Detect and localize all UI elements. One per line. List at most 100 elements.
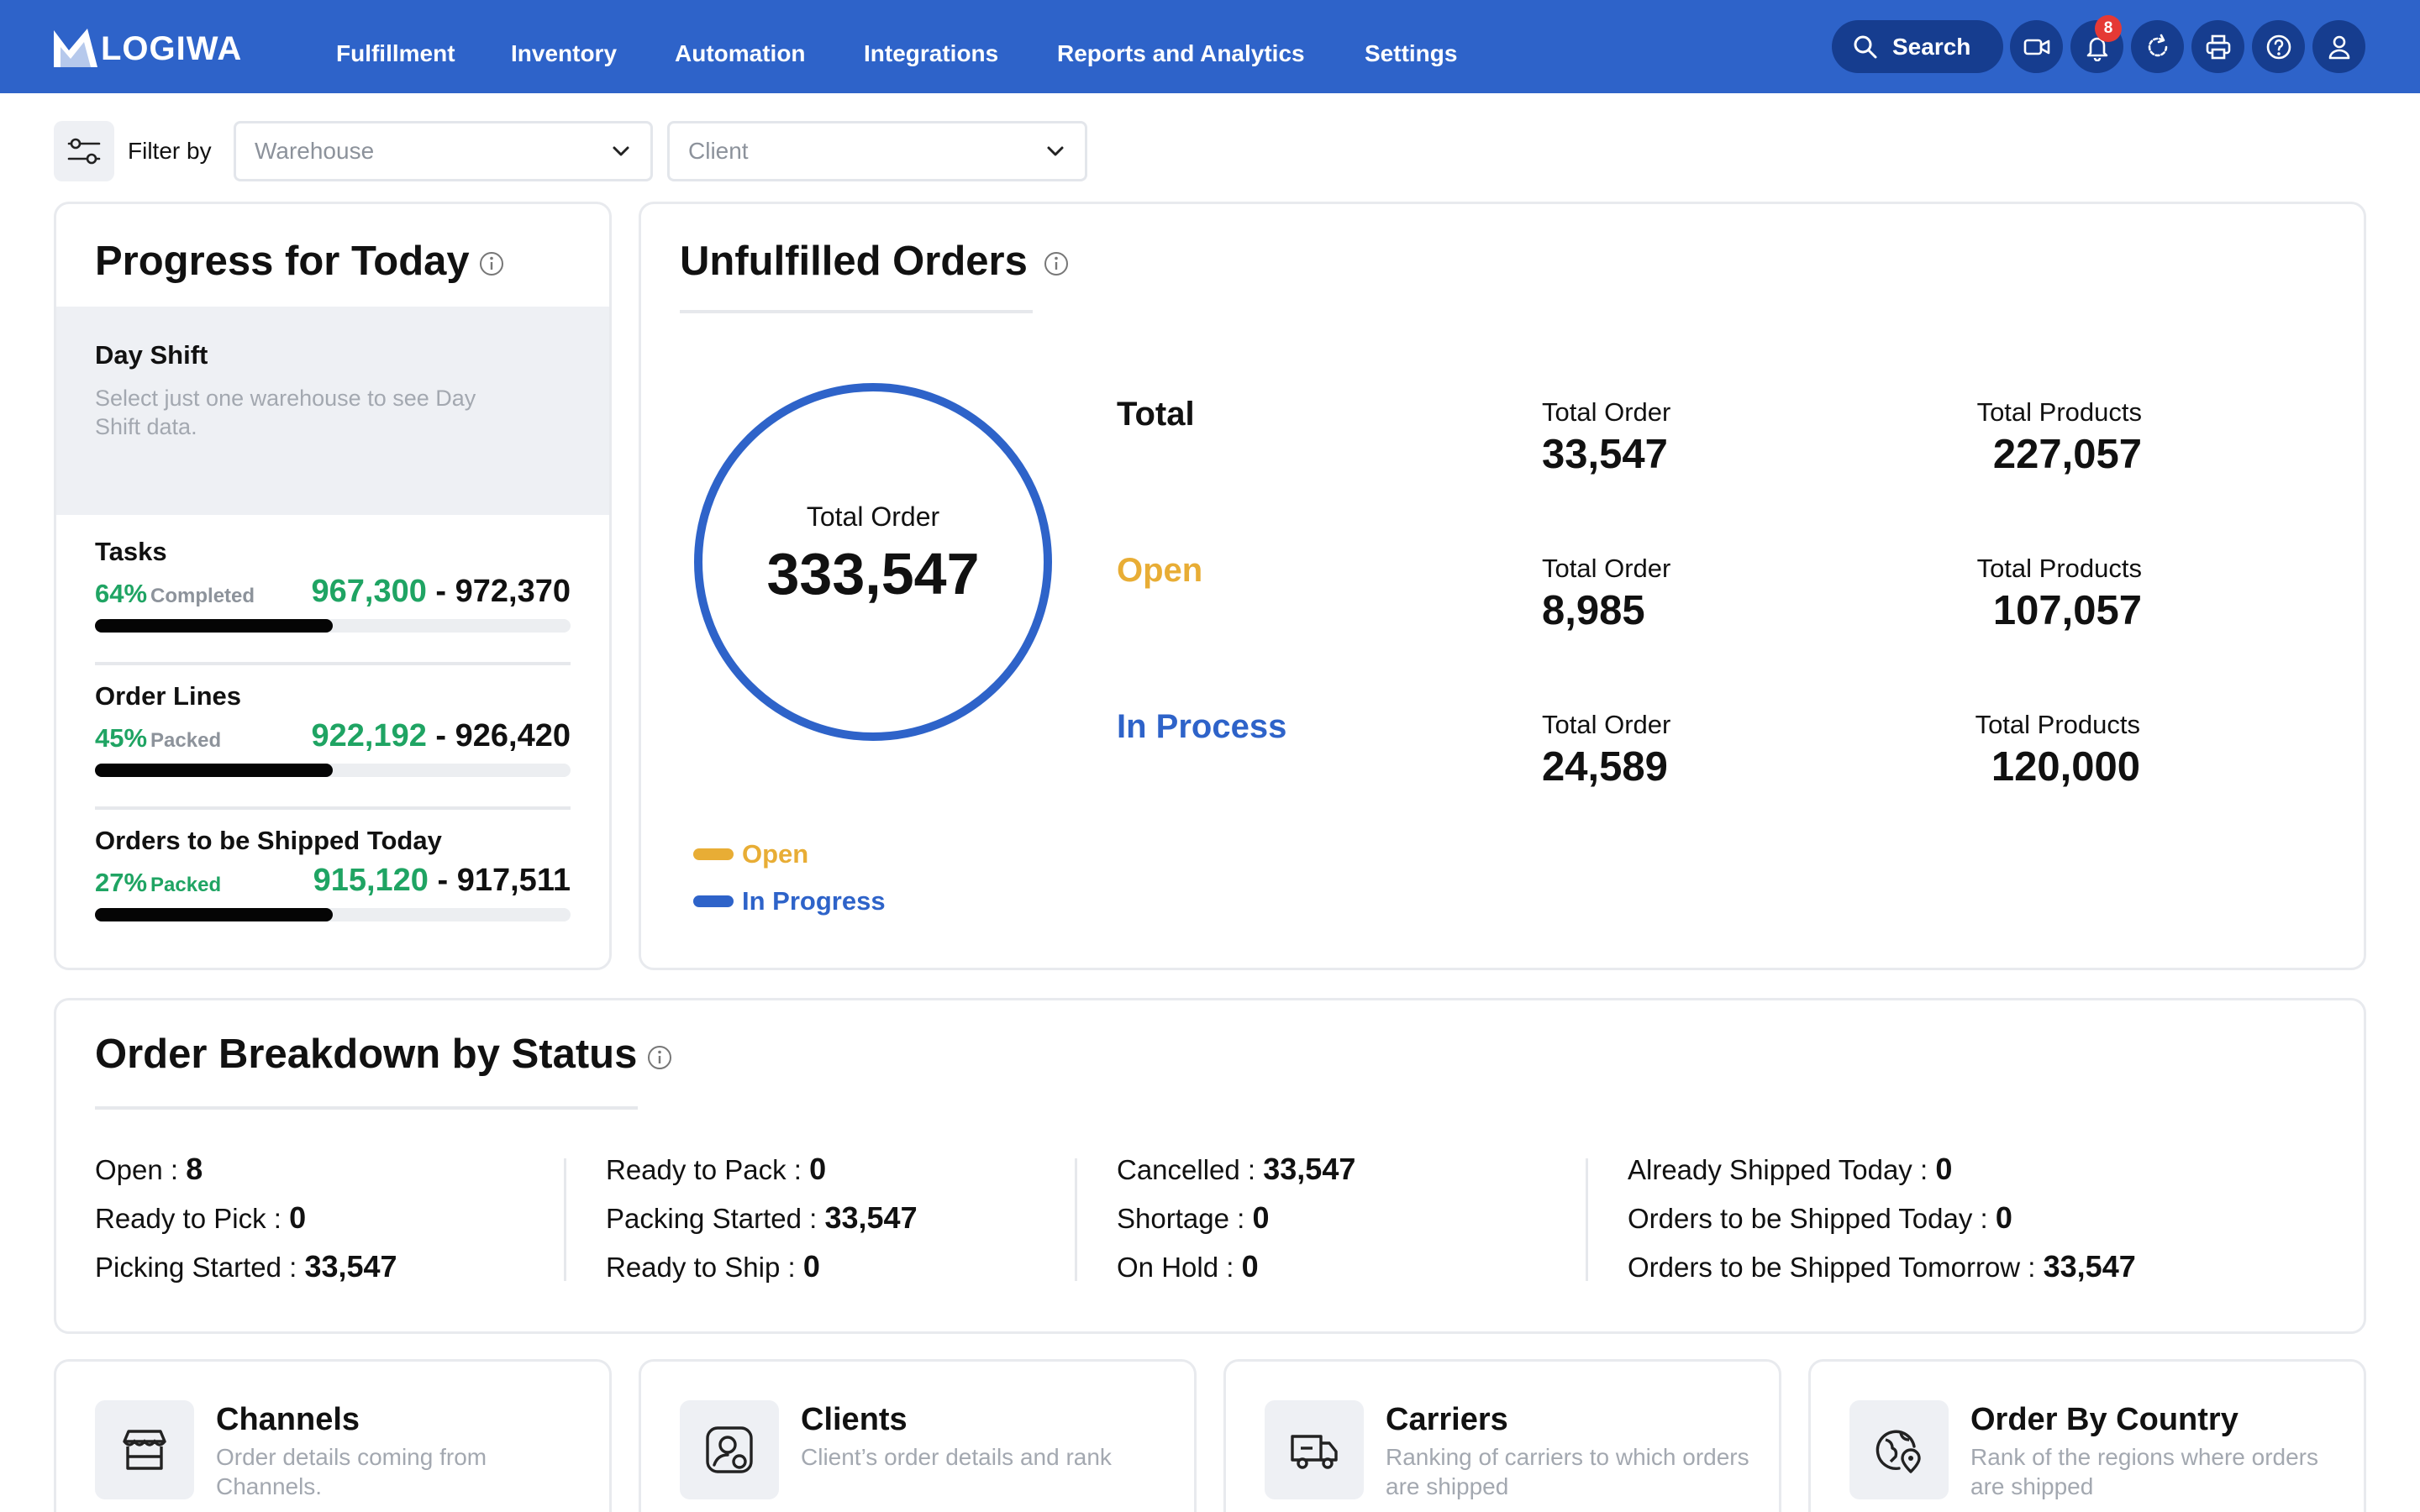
filter-label: Filter by [128,138,212,164]
in-process-products-value: 120,000 [1991,744,2140,790]
status-label: Cancelled : [1117,1154,1264,1185]
video-button[interactable] [2010,20,2063,73]
title-underline [680,310,1033,313]
help-button[interactable] [2252,20,2305,73]
status-value: 0 [809,1152,827,1186]
notification-count-badge: 8 [2095,15,2122,42]
orders-shipped-today-metric: Orders to be Shipped Today 27% Packed 915… [95,826,571,927]
info-icon[interactable] [646,1044,673,1071]
status-label: Ready to Ship : [606,1252,803,1283]
clients-card[interactable]: Clients Client’s order details and rank [639,1359,1197,1512]
order-by-country-card[interactable]: Order By Country Rank of the regions whe… [1808,1359,2366,1512]
channels-card[interactable]: Channels Order details coming from Chann… [54,1359,612,1512]
divider [95,806,571,810]
status-packing-started: Packing Started : 33,547 [606,1200,918,1236]
in-process-order-value: 24,589 [1542,744,1668,790]
print-button[interactable] [2191,20,2244,73]
total-order-value: 33,547 [1542,432,1668,477]
metric-done-value: 922,192 [311,718,427,753]
globe-pin-icon [1876,1430,1921,1473]
order-lines-metric: Order Lines 45% Packed 922,192 - 926,420 [95,681,571,782]
filter-sliders-icon [67,138,101,165]
carriers-card[interactable]: Carriers Ranking of carriers to which or… [1223,1359,1781,1512]
metric-percent-label: Packed [150,729,222,752]
card-title: Clients [801,1402,908,1437]
video-camera-icon [2023,39,2049,55]
column-divider [1075,1158,1077,1281]
filter-toggle-button[interactable] [54,121,114,181]
client-select[interactable]: Client [667,121,1087,181]
search-button[interactable]: Search [1832,20,2003,73]
nav-item-fulfillment[interactable]: Fulfillment [336,40,455,66]
client-icon [706,1426,753,1473]
info-icon[interactable] [1043,250,1070,277]
status-value: 33,547 [1263,1152,1356,1186]
legend-swatch [693,848,734,860]
metric-title: Order Lines [95,681,241,711]
logiwa-logo[interactable]: LOGIWA [52,25,242,72]
progress-bar-fill [95,908,333,921]
nav-item-inventory[interactable]: Inventory [511,40,618,66]
column-divider [1586,1158,1588,1281]
metric-percent: 27% Packed [95,868,221,898]
tasks-metric: Tasks 64% Completed 967,300 - 972,370 [95,537,571,638]
nav-item-settings[interactable]: Settings [1365,40,1458,66]
user-icon [2328,35,2349,59]
notifications-button[interactable]: 8 [2070,15,2123,73]
total-products-value: 227,057 [1992,432,2142,477]
status-shortage: Shortage : 0 [1117,1200,1269,1236]
total-order-label: Total Order [1542,397,1671,427]
status-value: 0 [1241,1249,1259,1284]
metric-percent-value: 45% [95,723,148,753]
status-label: Orders to be Shipped Tomorrow : [1628,1252,2044,1283]
legend-item-open[interactable]: Open [693,839,808,869]
title-underline [95,1106,638,1110]
nav-item-automation[interactable]: Automation [675,40,806,66]
carriers-icon-tile [1265,1400,1364,1499]
progress-for-today-card: Progress for Today Day Shift Select just… [54,202,612,970]
nav-item-reports-and-analytics[interactable]: Reports and Analytics [1057,40,1305,66]
day-shift-hint: Select just one warehouse to see Day Shi… [95,386,476,439]
card-title: Carriers [1386,1402,1508,1437]
open-order-value: 8,985 [1542,588,1645,633]
warehouse-select-placeholder: Warehouse [255,138,375,164]
profile-button[interactable] [2312,20,2365,73]
status-label: Open : [95,1154,187,1185]
logo-mark-icon [54,29,97,67]
row-label-total: Total [1117,396,1195,433]
breakdown-card-title: Order Breakdown by Status [95,1032,638,1077]
printer-icon [2206,34,2230,59]
order-breakdown-card: Order Breakdown by Status Open : 8 Ready… [54,998,2366,1334]
metric-percent-value: 64% [95,579,148,608]
status-ready-to-ship: Ready to Ship : 0 [606,1249,820,1284]
store-icon [123,1430,166,1470]
open-order-label: Total Order [1542,554,1671,583]
card-description: Client’s order details and rank [801,1444,1112,1470]
warehouse-select[interactable]: Warehouse [234,121,653,181]
legend-item-in-progress[interactable]: In Progress [693,886,886,916]
status-value: 0 [1252,1200,1270,1235]
progress-bar [95,764,571,777]
status-label: Already Shipped Today : [1628,1154,1936,1185]
refresh-icon [2148,34,2167,56]
status-label: On Hold : [1117,1252,1242,1283]
info-icon[interactable] [478,250,505,277]
status-label: Packing Started : [606,1203,825,1234]
refresh-button[interactable] [2131,20,2184,73]
ring-label: Total Order [806,501,940,532]
status-label: Ready to Pack : [606,1154,810,1185]
order-by-country-icon-tile [1849,1400,1949,1499]
status-label: Shortage : [1117,1203,1253,1234]
status-value: 33,547 [2043,1249,2136,1284]
nav-item-integrations[interactable]: Integrations [864,40,999,66]
status-orders-to-be-shipped-today: Orders to be Shipped Today : 0 [1628,1200,2012,1236]
truck-icon [1291,1435,1338,1469]
day-shift-title: Day Shift [95,340,208,370]
status-label: Ready to Pick : [95,1203,290,1234]
progress-bar-fill [95,619,333,633]
day-shift-panel: Day Shift Select just one warehouse to s… [56,307,609,515]
total-order-ring-chart [694,383,1052,741]
metric-done-value: 967,300 [311,574,427,609]
card-description: Order details coming from Channels. [216,1444,487,1499]
metric-title: Orders to be Shipped Today [95,826,442,855]
